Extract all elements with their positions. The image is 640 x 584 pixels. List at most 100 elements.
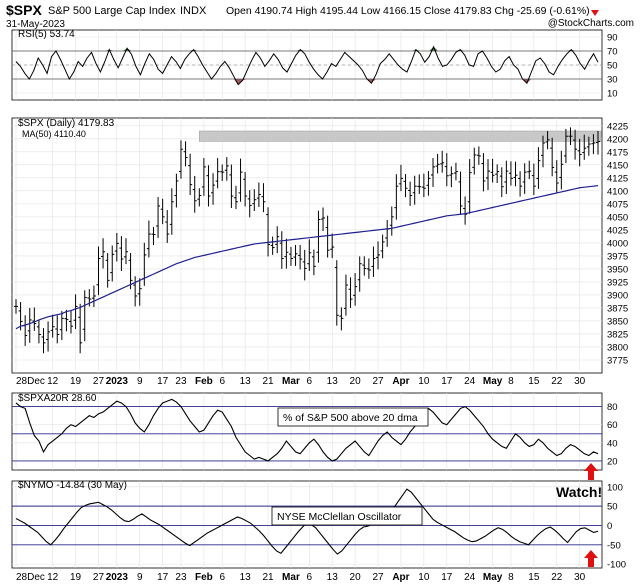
ohlc-bar [188, 153, 193, 196]
ohlc-bar [366, 258, 371, 279]
ohlc-bar [133, 276, 138, 307]
ohlc-bar [453, 162, 458, 181]
x-tick-label: 27 [93, 376, 105, 387]
y-tick-label: 50 [607, 502, 618, 513]
ma50-line [15, 185, 599, 330]
ohlc-bar [362, 256, 367, 276]
x-tick-label: 9 [137, 376, 143, 387]
ohlc-bar [307, 239, 312, 271]
ohlc-bar [417, 174, 422, 194]
ohlc-bar [82, 290, 87, 342]
ohlc-bar [495, 164, 500, 183]
x-tick-label: 19 [70, 376, 82, 387]
ohlc-bar [201, 158, 206, 196]
ohlc-bar [146, 220, 151, 258]
x-tick-label: 19 [70, 572, 82, 583]
x-tick-label: 22 [551, 376, 563, 387]
ohlc-bar [229, 164, 234, 209]
ohlc-bar [174, 173, 179, 208]
x-axis-upper: 28Dec 12 19 27 2023 9 17 23 Feb 6 13 21 Mar 6 13 20 27 Ap… [16, 376, 586, 387]
y-tick-label: 3875 [607, 303, 628, 314]
x-tick-label: 28Dec [16, 572, 45, 583]
ohlc-bar [14, 299, 18, 314]
breadth-legend: $SPXA20R 28.60 [18, 393, 97, 404]
y-tick-label: 90 [607, 33, 618, 44]
x-tick-label: 30 [574, 572, 586, 583]
panel-frame [11, 480, 603, 569]
ohlc-bar [321, 207, 326, 231]
chart-name: S&P 500 Large Cap Index [48, 5, 176, 17]
ohlc-bar [339, 307, 344, 331]
y-tick-label: 3825 [607, 329, 628, 340]
chart-date: 31-May-2023 [6, 19, 65, 30]
ohlc-bar [279, 231, 284, 269]
x-tick-label: Feb [195, 376, 213, 387]
x-tick-label: 13 [240, 572, 252, 583]
y-tick-label: 70 [607, 47, 618, 58]
ohlc-bar [288, 246, 293, 266]
y-tick-label: 4225 [607, 121, 628, 132]
y-tick-label: 4175 [607, 147, 628, 158]
ohlc-bar [586, 136, 591, 156]
ohlc-bar [156, 197, 161, 238]
mcclellan-annotation-box [271, 506, 423, 526]
y-tick-label: 4100 [607, 186, 628, 197]
x-tick-label: 24 [464, 572, 476, 583]
ohlc-bar [527, 160, 532, 180]
ohlc-bar [481, 153, 486, 192]
ohlc-bar [311, 249, 316, 276]
ohlc-bar [440, 150, 445, 173]
x-tick-label: 21 [262, 572, 274, 583]
x-tick-label: 17 [157, 572, 169, 583]
ohlc-bar [536, 147, 541, 189]
ohlc-bar [389, 206, 394, 236]
y-tick-label: 20 [607, 456, 618, 467]
y-tick-label: 3925 [607, 277, 628, 288]
x-tick-label: 15 [528, 572, 540, 583]
ohlc-bar [371, 246, 376, 277]
ohlc-bar [302, 249, 307, 281]
ohlc-bar [357, 256, 362, 292]
ohlc-bar [554, 160, 559, 194]
ohlc-bar [252, 189, 257, 211]
breadth-up-arrow-icon [584, 463, 598, 480]
x-tick-label: 10 [418, 376, 430, 387]
y-tick-label: 3775 [607, 355, 628, 366]
ohlc-bar [270, 236, 275, 255]
y-tick-label: -50 [607, 540, 621, 551]
y-tick-label: 4000 [607, 238, 628, 249]
ohlc-bar [486, 159, 491, 190]
ohlc-bar [330, 233, 335, 259]
ohlc-bar [256, 182, 261, 207]
ohlc-bar [64, 309, 69, 332]
x-tick-label: 28Dec [16, 376, 45, 387]
watch-label: Watch! [556, 484, 602, 500]
ohlc-bar [458, 171, 463, 215]
ohlc-bar [412, 175, 417, 205]
price-panel: 4225 4200 4175 4150 4125 4100 4075 4050 4025 4000… [12, 118, 628, 373]
mcclellan-up-arrow-icon [584, 550, 598, 567]
rsi-panel: 90 70 50 30 10 [12, 30, 618, 100]
breadth-line [15, 398, 599, 462]
ohlc-bar [266, 207, 271, 257]
y-tick-label: 40 [607, 438, 618, 449]
ohlc-bar [504, 160, 509, 194]
ohlc-bar [247, 190, 252, 218]
ohlc-bar [238, 158, 243, 202]
ohlc-bar [408, 181, 413, 206]
ohlc-bar [119, 236, 124, 271]
ohlc-bar [169, 188, 174, 235]
x-tick-label: 17 [157, 376, 169, 387]
rsi-line [15, 45, 599, 86]
ohlc-bar [50, 314, 55, 338]
ohlc-bar [275, 226, 280, 254]
panel-frame [11, 117, 603, 374]
ohlc-bar [73, 294, 78, 330]
ohlc-bar [68, 311, 73, 334]
x-tick-label: 22 [551, 572, 563, 583]
y-tick-label: 4200 [607, 134, 628, 145]
ohlc-bar [91, 285, 96, 308]
x-tick-label: 27 [93, 572, 105, 583]
ohlc-bar [151, 226, 156, 245]
ohlc-bar [472, 147, 477, 175]
